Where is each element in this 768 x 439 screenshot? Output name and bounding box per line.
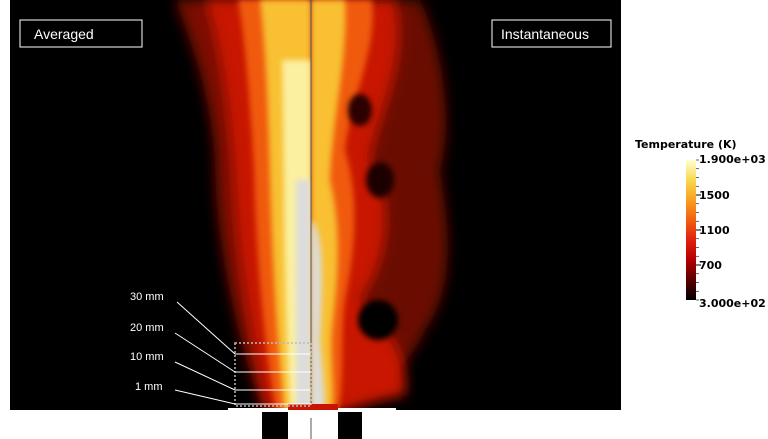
fuel-outlet bbox=[288, 404, 338, 410]
leader-20mm bbox=[174, 332, 236, 373]
colorbar-tick-label: 1500 bbox=[699, 189, 730, 202]
nozzle-right bbox=[338, 412, 362, 439]
temperature-colorbar: Temperature (K) 1500 1100 700 1.900e+03 3.… bbox=[635, 138, 766, 310]
colorbar-tick-label: 700 bbox=[699, 259, 722, 272]
label-1mm: 1 mm bbox=[135, 381, 163, 393]
colorbar-scale bbox=[686, 160, 696, 300]
burner-top bbox=[228, 408, 396, 418]
instantaneous-flame bbox=[311, 0, 448, 410]
averaged-tag-box bbox=[19, 19, 143, 48]
colorbar-tick-label: 1100 bbox=[699, 224, 730, 237]
label-20mm: 20 mm bbox=[130, 322, 164, 334]
averaged-tag: Averaged bbox=[34, 26, 94, 42]
label-10mm: 10 mm bbox=[130, 351, 164, 363]
colorbar-max-label: 1.900e+03 bbox=[699, 153, 766, 166]
instantaneous-tag-box bbox=[491, 19, 612, 48]
leader-1mm bbox=[174, 389, 236, 405]
sampling-box bbox=[234, 342, 312, 407]
instantaneous-tag: Instantaneous bbox=[501, 26, 589, 42]
label-30mm: 30 mm bbox=[130, 291, 164, 303]
nozzle-left bbox=[262, 412, 288, 439]
leader-10mm bbox=[174, 361, 236, 391]
averaged-flame bbox=[175, 0, 311, 410]
leader-30mm bbox=[176, 301, 236, 355]
colorbar-ticks: 1500 1100 700 bbox=[696, 159, 730, 301]
colorbar-min-label: 3.000e+02 bbox=[699, 297, 766, 310]
colorbar-title: Temperature (K) bbox=[635, 138, 737, 151]
